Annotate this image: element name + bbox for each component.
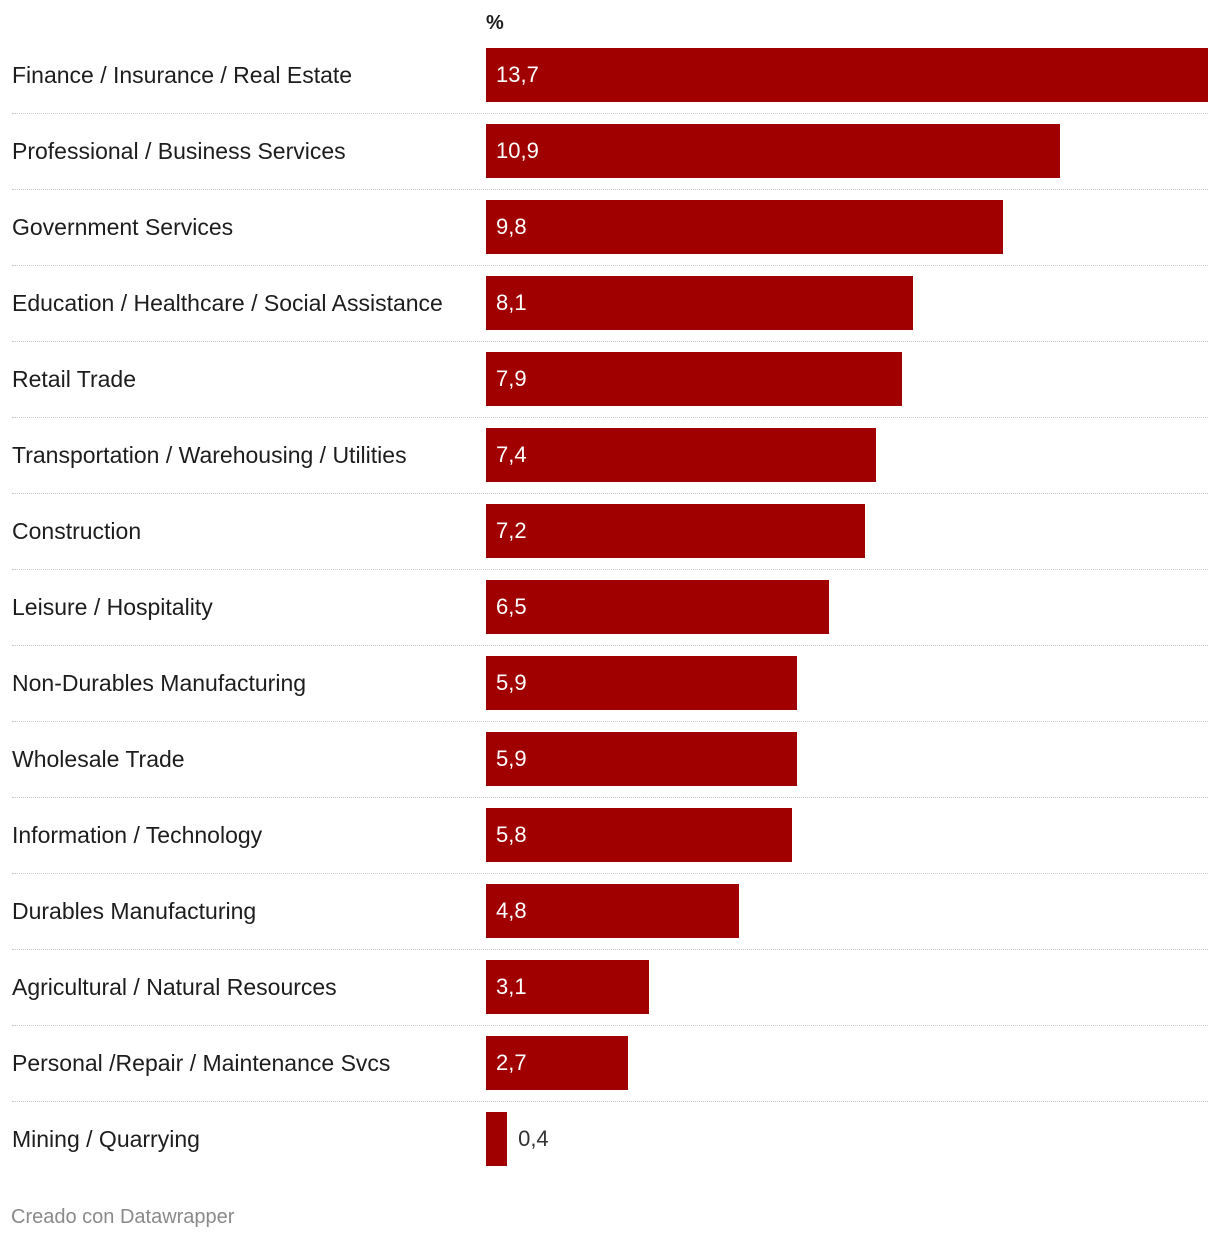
bar — [486, 124, 1061, 178]
bar-row: Transportation / Warehousing / Utilities… — [0, 428, 1220, 482]
category-label: Agricultural / Natural Resources — [12, 974, 337, 1000]
row-separator — [12, 797, 1208, 798]
bar — [486, 1112, 508, 1166]
value-label: 2,7 — [496, 1050, 527, 1075]
value-label: 6,5 — [496, 594, 527, 619]
value-label: 7,4 — [496, 442, 527, 467]
bar-row: Finance / Insurance / Real Estate 13,7 — [0, 48, 1220, 102]
category-label: Construction — [12, 518, 142, 544]
bar-row: Leisure / Hospitality 6,5 — [0, 580, 1220, 634]
bar-row: Non-Durables Manufacturing 5,9 — [0, 656, 1220, 710]
bar-row: Mining / Quarrying 0,4 — [0, 1112, 1220, 1166]
row-separator — [12, 265, 1208, 266]
value-label: 9,8 — [496, 214, 527, 239]
row-separator — [12, 113, 1208, 114]
category-label: Mining / Quarrying — [12, 1126, 200, 1152]
category-label: Non-Durables Manufacturing — [12, 670, 307, 696]
value-label: 3,1 — [496, 974, 527, 999]
category-label: Leisure / Hospitality — [12, 594, 213, 620]
row-separator — [12, 873, 1208, 874]
bar — [486, 960, 650, 1014]
bar — [486, 48, 1208, 102]
row-separator — [12, 645, 1208, 646]
value-label: 7,2 — [496, 518, 527, 543]
bar-row: Durables Manufacturing 4,8 — [0, 884, 1220, 938]
bar — [486, 884, 739, 938]
unit-label: % — [486, 12, 504, 34]
category-label: Government Services — [12, 214, 234, 240]
value-label: 5,8 — [496, 822, 527, 847]
category-label: Wholesale Trade — [12, 746, 185, 772]
bar-row: Professional / Business Services 10,9 — [0, 124, 1220, 178]
category-label: Finance / Insurance / Real Estate — [12, 62, 353, 88]
value-label: 0,4 — [518, 1126, 549, 1151]
bar-row: Information / Technology 5,8 — [0, 808, 1220, 862]
bar-row: Education / Healthcare / Social Assistan… — [0, 276, 1220, 330]
bar — [486, 428, 876, 482]
row-separator — [12, 341, 1208, 342]
bar-row: Personal /Repair / Maintenance Svcs 2,7 — [0, 1036, 1220, 1090]
bar-row: Wholesale Trade 5,9 — [0, 732, 1220, 786]
bar — [486, 732, 797, 786]
bar — [486, 580, 829, 634]
row-separator — [12, 417, 1208, 418]
row-separator — [12, 1025, 1208, 1026]
value-label: 10,9 — [496, 138, 539, 163]
bar — [486, 504, 866, 558]
row-separator — [12, 949, 1208, 950]
row-separator — [12, 189, 1208, 190]
value-label: 8,1 — [496, 290, 527, 315]
bar — [486, 656, 797, 710]
bar — [486, 200, 1003, 254]
category-label: Personal /Repair / Maintenance Svcs — [12, 1050, 391, 1076]
row-separator — [12, 569, 1208, 570]
row-separator — [12, 721, 1208, 722]
bar — [486, 352, 903, 406]
bar-row: Construction 7,2 — [0, 504, 1220, 558]
value-label: 7,9 — [496, 366, 527, 391]
bar-row: Agricultural / Natural Resources 3,1 — [0, 960, 1220, 1014]
category-label: Durables Manufacturing — [12, 898, 257, 924]
bar — [486, 808, 792, 862]
category-label: Transportation / Warehousing / Utilities — [12, 442, 407, 468]
bar-row: Retail Trade 7,9 — [0, 352, 1220, 406]
value-label: 13,7 — [496, 62, 539, 87]
bar — [486, 1036, 629, 1090]
bar — [486, 276, 913, 330]
category-label: Professional / Business Services — [12, 138, 346, 164]
footer-credit: Creado con Datawrapper — [11, 1206, 235, 1228]
value-label: 4,8 — [496, 898, 527, 923]
category-label: Retail Trade — [12, 366, 137, 392]
category-label: Education / Healthcare / Social Assistan… — [12, 290, 443, 316]
category-label: Information / Technology — [12, 822, 263, 848]
value-label: 5,9 — [496, 670, 527, 695]
row-separator — [12, 1101, 1208, 1102]
value-label: 5,9 — [496, 746, 527, 771]
bar-row: Government Services 9,8 — [0, 200, 1220, 254]
row-separator — [12, 493, 1208, 494]
